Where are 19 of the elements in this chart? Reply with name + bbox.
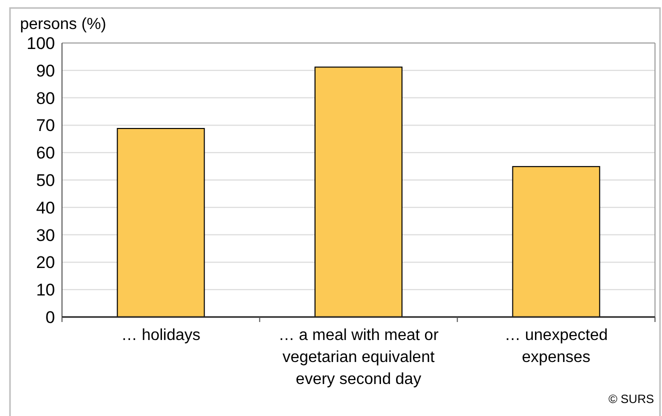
- x-tick-label: … unexpected expenses: [504, 327, 608, 366]
- bar: [314, 66, 402, 318]
- x-tick-label: … holidays: [121, 327, 200, 344]
- bar: [116, 128, 205, 318]
- y-tick-label: 70: [36, 116, 55, 136]
- y-tick-label: 30: [36, 226, 55, 245]
- y-tick-label: 100: [26, 34, 55, 53]
- y-tick-label: 80: [36, 88, 55, 108]
- y-tick-label: 0: [46, 308, 55, 327]
- y-axis-title: persons (%): [20, 16, 106, 33]
- y-tick-label: 90: [36, 61, 55, 80]
- y-tick-label: 50: [36, 170, 55, 190]
- bar: [512, 166, 600, 318]
- y-tick-label: 60: [36, 144, 55, 163]
- y-tick-label: 20: [36, 253, 55, 272]
- text: © SURS: [608, 392, 654, 406]
- y-tick-label: 10: [36, 280, 55, 300]
- x-tick-label: … a meal with meat or vegetarian equivalent every second day: [278, 327, 440, 388]
- y-tick-label: 40: [36, 198, 55, 218]
